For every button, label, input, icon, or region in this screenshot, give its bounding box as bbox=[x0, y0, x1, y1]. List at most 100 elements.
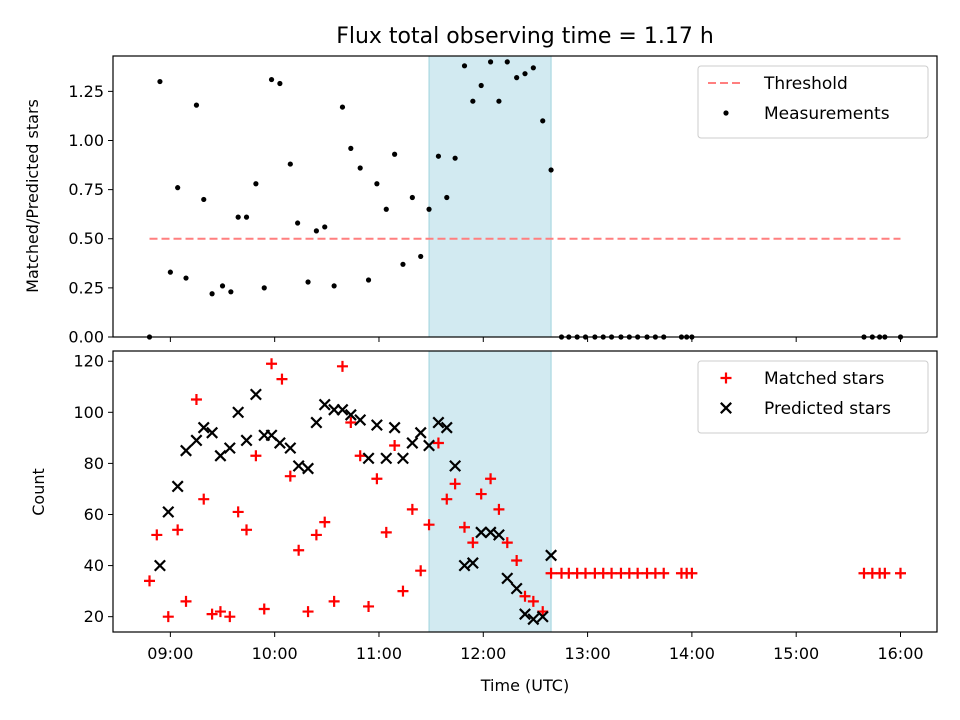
x-tick-label: 15:00 bbox=[773, 644, 819, 663]
data-point bbox=[501, 572, 514, 585]
data-point bbox=[363, 600, 375, 612]
data-point bbox=[354, 450, 366, 462]
data-point bbox=[432, 437, 444, 449]
data-point bbox=[243, 214, 250, 220]
data-point bbox=[879, 567, 891, 579]
data-point bbox=[632, 567, 644, 579]
data-point bbox=[266, 358, 278, 370]
data-point bbox=[478, 82, 484, 89]
data-point bbox=[362, 452, 375, 465]
legend: Matched stars Predicted stars bbox=[697, 360, 929, 434]
legend-label: Threshold bbox=[763, 74, 848, 94]
data-point bbox=[449, 478, 461, 490]
data-point bbox=[452, 155, 458, 161]
data-point bbox=[305, 279, 311, 285]
legend-marker-swatch bbox=[720, 402, 732, 414]
data-point bbox=[540, 118, 546, 124]
data-point bbox=[249, 388, 262, 401]
x-tick-label: 10:00 bbox=[252, 644, 298, 663]
data-point bbox=[293, 544, 305, 556]
axes-frame bbox=[112, 350, 938, 633]
data-point bbox=[151, 529, 163, 541]
data-point bbox=[214, 449, 227, 462]
data-point bbox=[527, 613, 540, 626]
data-point bbox=[493, 503, 505, 515]
data-point bbox=[371, 473, 383, 485]
data-point bbox=[180, 444, 192, 457]
axes-frame bbox=[112, 55, 938, 338]
bottom-y-axis-label: Count bbox=[29, 468, 48, 516]
data-point bbox=[467, 537, 479, 549]
x-axis-label: Time (UTC) bbox=[480, 676, 569, 695]
data-point bbox=[458, 559, 471, 572]
data-point bbox=[287, 161, 293, 167]
data-point bbox=[432, 416, 445, 429]
data-point bbox=[418, 253, 424, 260]
data-point bbox=[313, 228, 319, 234]
data-point bbox=[273, 436, 286, 449]
data-point bbox=[201, 196, 207, 203]
data-point bbox=[232, 406, 245, 419]
data-point bbox=[487, 59, 494, 65]
y-tick-label: 120 bbox=[73, 352, 104, 371]
x-tick-label: 16:00 bbox=[877, 644, 923, 663]
data-point bbox=[414, 426, 427, 439]
data-point bbox=[318, 398, 331, 411]
data-point bbox=[198, 493, 210, 505]
data-point bbox=[545, 567, 557, 579]
data-point bbox=[144, 575, 156, 587]
data-point bbox=[484, 526, 497, 539]
data-point bbox=[209, 291, 215, 297]
data-point bbox=[470, 98, 476, 104]
data-point bbox=[519, 608, 531, 621]
data-point bbox=[504, 59, 510, 65]
y-tick-label: 0.00 bbox=[68, 328, 104, 347]
y-tick-label: 1.00 bbox=[68, 131, 104, 150]
y-tick-label: 0.75 bbox=[68, 180, 104, 199]
data-point bbox=[336, 403, 349, 416]
data-point bbox=[232, 506, 244, 518]
data-point bbox=[519, 590, 531, 602]
data-point bbox=[162, 611, 174, 623]
data-point bbox=[485, 473, 497, 485]
data-point bbox=[380, 452, 393, 465]
data-point bbox=[240, 434, 253, 447]
data-point bbox=[396, 452, 409, 465]
data-point bbox=[511, 554, 523, 566]
data-point bbox=[357, 165, 363, 171]
data-point bbox=[268, 76, 275, 83]
data-point bbox=[336, 360, 348, 372]
data-point bbox=[397, 585, 409, 597]
data-point bbox=[522, 71, 528, 77]
data-point bbox=[409, 194, 415, 201]
data-point bbox=[441, 493, 453, 505]
data-point bbox=[492, 528, 505, 541]
observing-window-span bbox=[428, 350, 552, 633]
flux-ratio-panel: 0.00 0.25 0.50 0.75 1.00 1.25 Threshold Measure… bbox=[68, 55, 938, 347]
legend-box bbox=[697, 65, 929, 139]
legend-box bbox=[697, 360, 929, 434]
data-point bbox=[183, 275, 189, 281]
y-tick-label: 0.50 bbox=[68, 229, 104, 248]
data-point bbox=[167, 269, 173, 275]
data-point bbox=[527, 595, 539, 607]
data-point bbox=[175, 185, 181, 191]
y-tick-label: 60 bbox=[84, 505, 104, 524]
data-point bbox=[223, 442, 236, 455]
legend-label: Matched stars bbox=[764, 369, 884, 389]
data-point bbox=[466, 557, 479, 570]
data-point bbox=[171, 480, 184, 493]
data-point bbox=[514, 75, 520, 81]
data-point bbox=[496, 98, 502, 104]
data-point bbox=[579, 567, 591, 579]
data-point bbox=[219, 283, 226, 289]
data-point bbox=[153, 559, 166, 572]
y-tick-label: 1.25 bbox=[68, 82, 104, 101]
data-point bbox=[415, 565, 427, 577]
data-point bbox=[365, 277, 372, 283]
data-point bbox=[235, 214, 241, 220]
data-point bbox=[197, 421, 210, 434]
data-point bbox=[328, 595, 340, 607]
data-point bbox=[449, 459, 462, 472]
data-point bbox=[339, 104, 346, 110]
